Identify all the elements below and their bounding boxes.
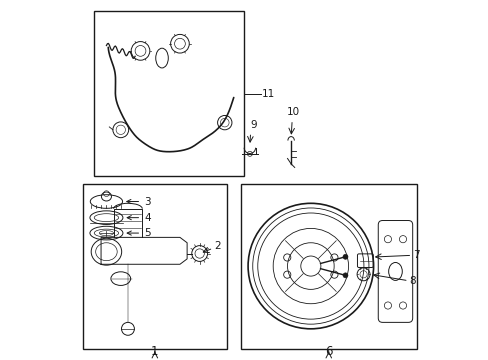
Text: 4: 4 [127,213,150,222]
Text: 3: 3 [126,197,150,207]
Text: 6: 6 [325,345,332,357]
Text: 7: 7 [412,250,419,260]
Text: 9: 9 [250,120,256,130]
Circle shape [342,273,347,278]
Text: 1: 1 [151,345,158,357]
Text: 8: 8 [408,276,415,287]
Text: 5: 5 [127,228,150,238]
Circle shape [342,254,347,259]
Text: 2: 2 [214,241,220,251]
Bar [94,12,244,176]
Text: 10: 10 [286,107,299,117]
Bar [83,184,226,348]
Text: 11: 11 [261,89,274,99]
Bar [241,184,416,348]
